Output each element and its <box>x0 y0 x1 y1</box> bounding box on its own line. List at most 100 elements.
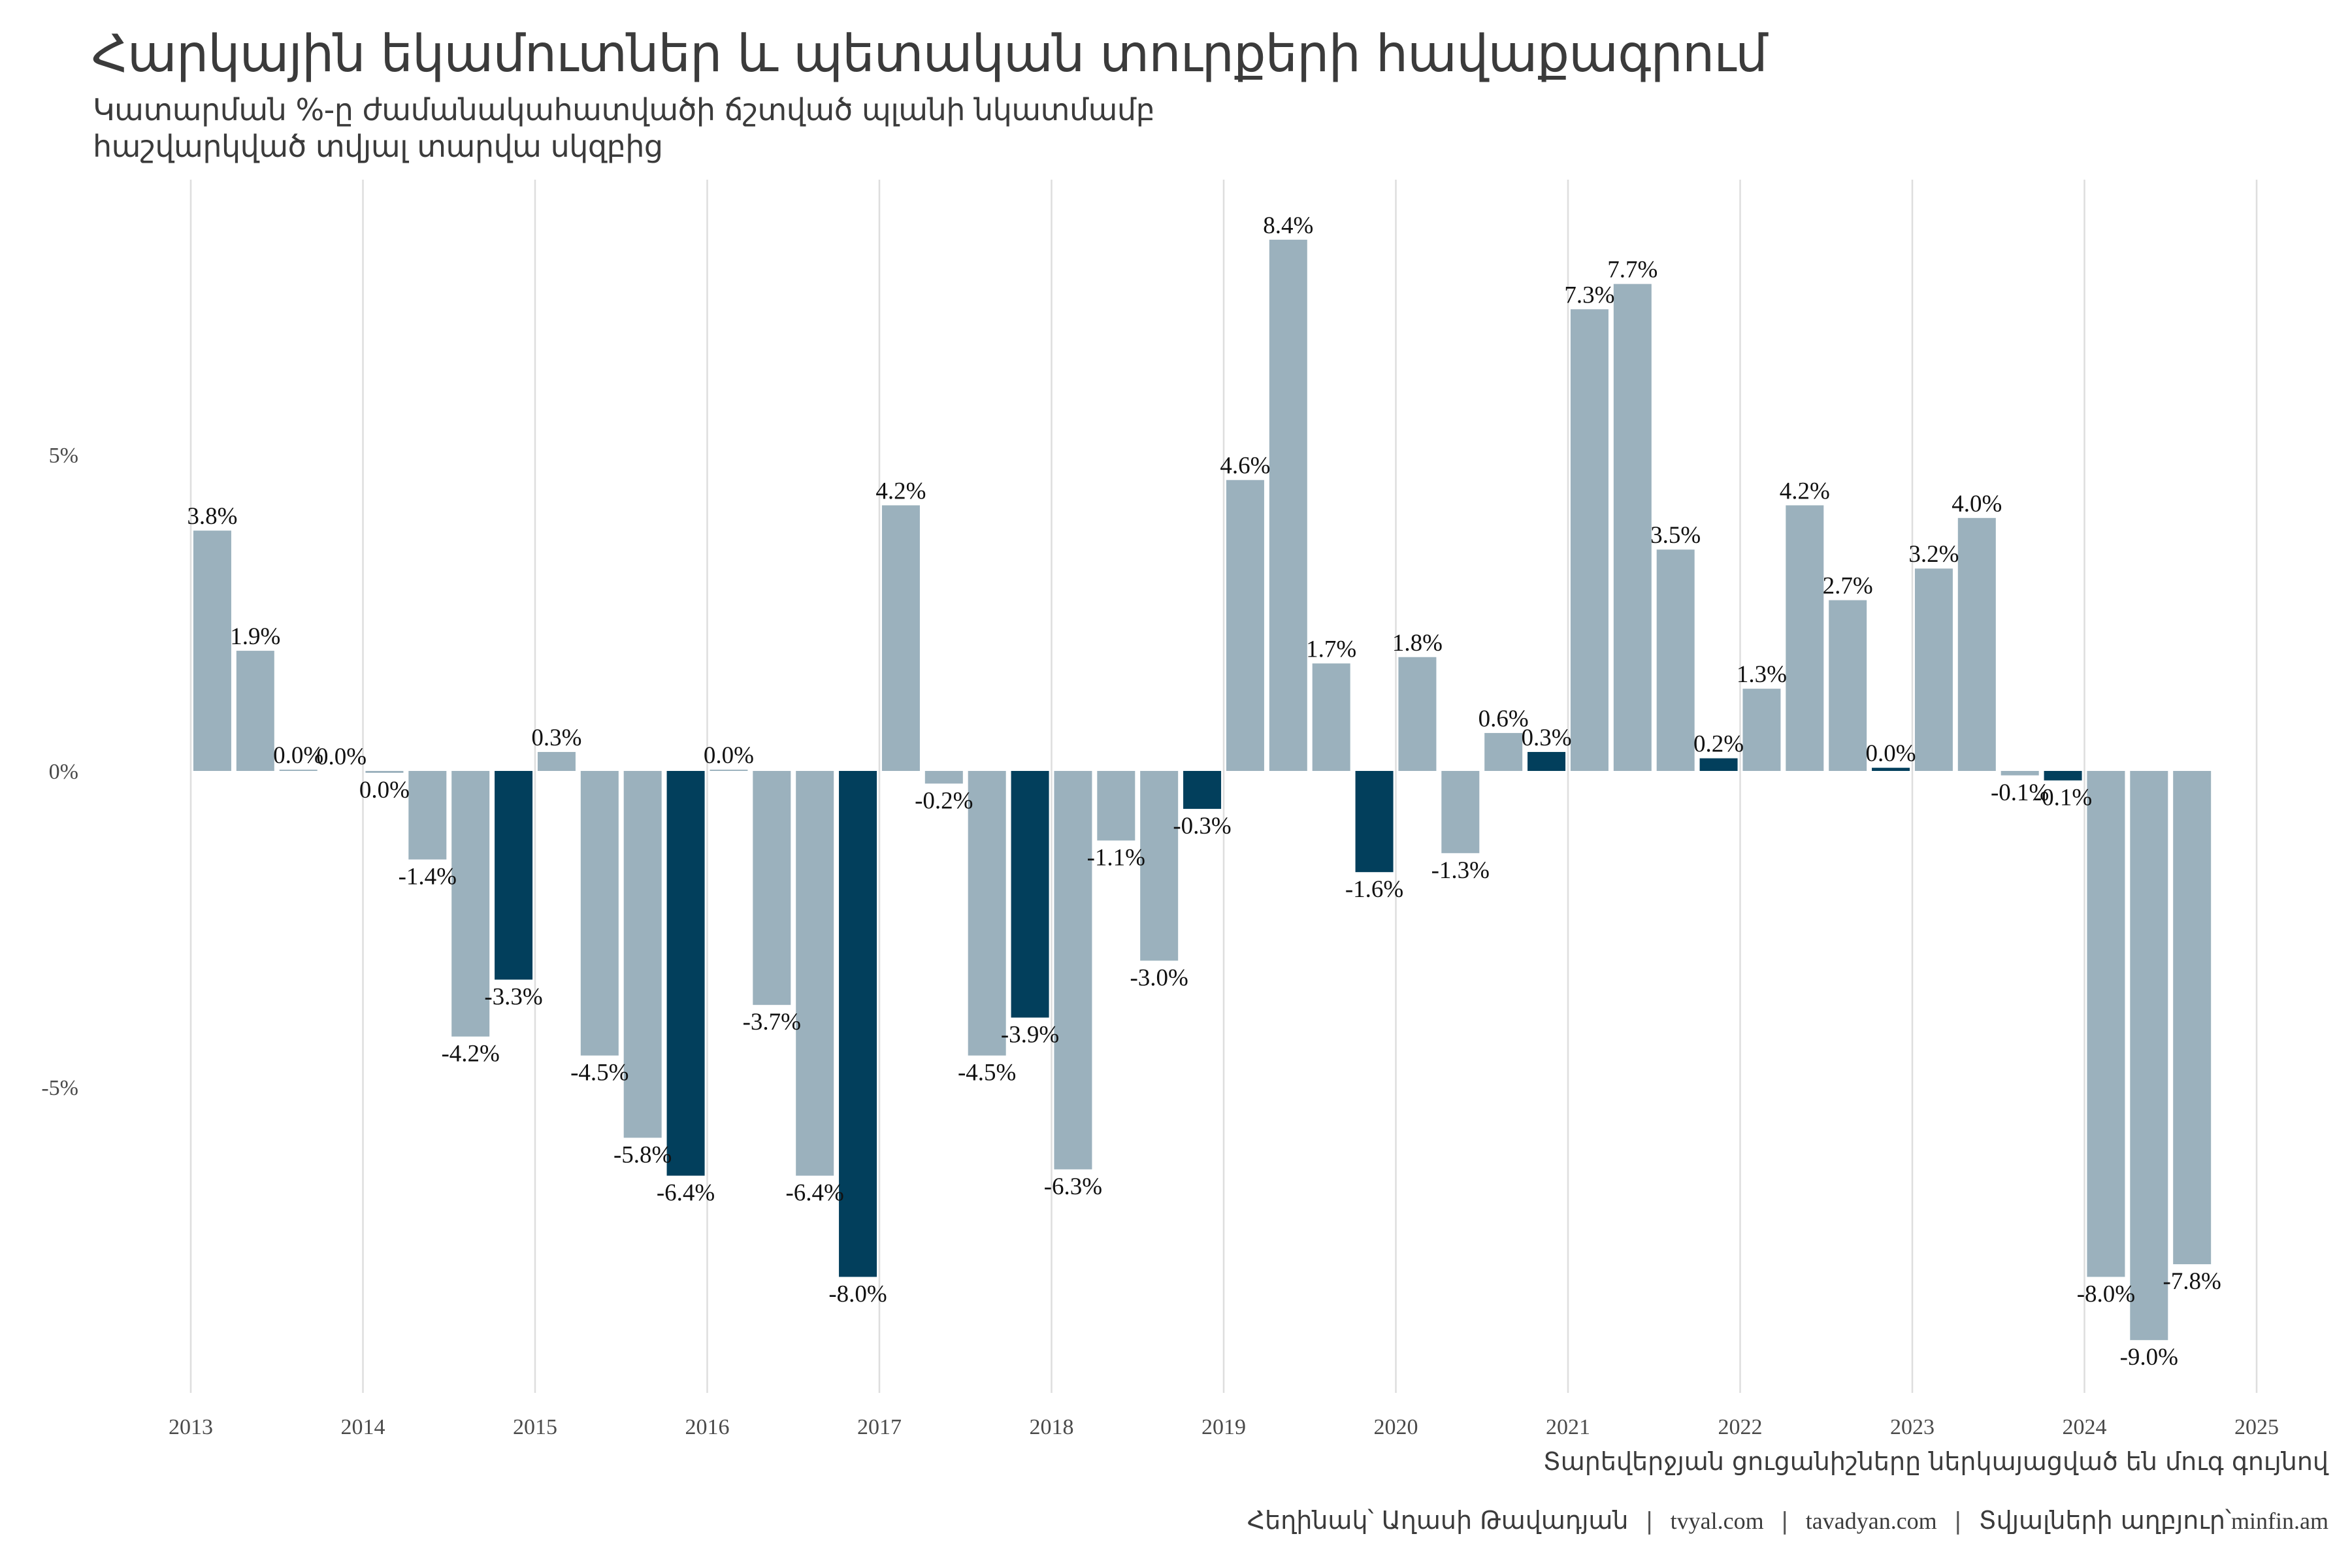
data-label-2016Q2: -3.7% <box>743 1009 801 1036</box>
x-tick-label: 2020 <box>1374 1415 1418 1439</box>
x-tick-label: 2019 <box>1201 1415 1246 1439</box>
footer-author: Հեղինակ՝ Աղասի Թավադյան <box>1247 1506 1629 1535</box>
bar-2014Q3 <box>451 771 490 1037</box>
data-label-2020Q4: 0.3% <box>1522 725 1572 751</box>
footer-source-value: minfin.am <box>2231 1508 2328 1534</box>
data-label-2023Q1: 3.2% <box>1908 541 1959 568</box>
bar-2016Q4 <box>839 771 877 1277</box>
bar-2023Q1 <box>1914 568 1953 771</box>
footer-source-label: Տվյալների աղբյուր՝ <box>1978 1506 2232 1535</box>
data-label-2023Q4: -0.1% <box>2034 785 2092 811</box>
y-tick-label: -5% <box>41 1076 78 1100</box>
data-label-2022Q4: 0.0% <box>1866 740 1916 767</box>
data-label-2021Q3: 3.5% <box>1650 522 1701 549</box>
bar-2019Q2 <box>1269 239 1307 771</box>
y-tick-label: 0% <box>49 760 78 784</box>
chart-subtitle: Կատարման %-ը ժամանակահատվածի ճշտված պլան… <box>93 91 1155 165</box>
data-label-2014Q1: 0.0% <box>359 777 410 804</box>
bar-2019Q4 <box>1355 771 1394 872</box>
data-label-2019Q2: 8.4% <box>1263 212 1313 239</box>
data-label-2020Q1: 1.8% <box>1392 630 1443 657</box>
chart-caption: Տարեվերջյան ցուցանիշները ներկայացված են … <box>1543 1447 2328 1476</box>
bar-2013Q1 <box>193 531 231 771</box>
data-label-2017Q3: -4.5% <box>958 1060 1016 1086</box>
data-label-2023Q3: -0.1% <box>1991 779 2049 806</box>
x-tick-label: 2025 <box>2234 1415 2279 1439</box>
bar-2020Q2 <box>1441 771 1480 853</box>
data-label-2021Q1: 7.3% <box>1564 282 1614 308</box>
bar-2021Q1 <box>1570 309 1609 771</box>
data-label-2015Q2: -4.5% <box>570 1060 629 1086</box>
bars <box>193 239 2212 1341</box>
x-tick-label: 2017 <box>857 1415 902 1439</box>
data-label-2014Q4: -3.3% <box>484 983 542 1010</box>
data-label-2022Q1: 1.3% <box>1737 661 1787 688</box>
chart-title: Հարկային եկամուտներ և պետական տուրքերի հ… <box>91 25 1768 84</box>
data-label-2022Q2: 4.2% <box>1780 478 1830 504</box>
data-label-2016Q3: -6.4% <box>785 1180 843 1207</box>
bar-2018Q2 <box>1097 771 1135 841</box>
data-label-2019Q1: 4.6% <box>1220 453 1270 480</box>
data-label-2013Q3: 0.0% <box>273 742 323 769</box>
footer-link-tavadyan[interactable]: tavadyan.com <box>1805 1508 1937 1534</box>
y-tick-label: 5% <box>49 444 78 468</box>
x-tick-label: 2021 <box>1546 1415 1590 1439</box>
y-axis: 5% 0% -5% <box>41 444 78 1100</box>
data-label-2015Q1: 0.3% <box>531 725 581 751</box>
data-label-2015Q4: -6.4% <box>657 1180 715 1207</box>
bar-2022Q2 <box>1786 505 1824 771</box>
bar-2020Q3 <box>1484 732 1523 771</box>
data-label-2017Q4: -3.9% <box>1001 1022 1059 1049</box>
data-label-2020Q2: -1.3% <box>1431 857 1490 884</box>
bar-2023Q2 <box>1957 517 1996 771</box>
bar-2021Q2 <box>1613 284 1652 771</box>
bar-2015Q4 <box>666 771 705 1176</box>
bar-2019Q1 <box>1226 480 1264 771</box>
data-label-2013Q4: 0.0% <box>316 743 367 770</box>
data-label-2014Q3: -4.2% <box>441 1041 499 1068</box>
bar-2016Q2 <box>753 771 791 1005</box>
bar-2014Q4 <box>495 771 533 980</box>
data-label-2021Q4: 0.2% <box>1693 731 1744 758</box>
bar-2013Q3 <box>279 770 318 771</box>
x-tick-label: 2018 <box>1030 1415 1074 1439</box>
footer-source: Տվյալների աղբյուր՝minfin.am <box>1979 1506 2328 1535</box>
bar-2024Q1 <box>2087 771 2125 1277</box>
bar-2021Q3 <box>1656 549 1695 771</box>
bar-2024Q3 <box>2173 771 2212 1265</box>
data-label-2018Q4: -0.3% <box>1173 813 1231 840</box>
footer-separator: | <box>1953 1508 1962 1535</box>
bar-2017Q1 <box>881 505 920 771</box>
x-axis: 2013 2014 2015 2016 2017 2018 2019 2020 2021 2022… <box>169 1415 2279 1439</box>
data-label-2024Q2: -9.0% <box>2120 1344 2178 1371</box>
bar-2013Q2 <box>236 651 274 771</box>
data-label-2017Q2: -0.2% <box>915 787 973 814</box>
bar-2017Q3 <box>968 771 1006 1056</box>
data-label-2018Q3: -3.0% <box>1130 964 1188 991</box>
data-label-2023Q2: 4.0% <box>1952 491 2002 517</box>
x-tick-label: 2013 <box>169 1415 213 1439</box>
footer-separator: | <box>1780 1508 1789 1535</box>
data-label-2014Q2: -1.4% <box>399 864 457 890</box>
data-label-2019Q4: -1.6% <box>1345 876 1403 903</box>
x-tick-label: 2014 <box>341 1415 385 1439</box>
bar-2015Q1 <box>537 751 576 771</box>
bar-2018Q3 <box>1140 771 1179 961</box>
bar-2014Q1 <box>365 771 404 773</box>
data-label-2019Q3: 1.7% <box>1306 636 1356 662</box>
data-label-2018Q2: -1.1% <box>1087 844 1145 871</box>
bar-2018Q4 <box>1183 771 1222 809</box>
data-label-2020Q3: 0.6% <box>1478 706 1529 732</box>
data-label-2024Q3: -7.8% <box>2163 1268 2221 1295</box>
bar-2015Q2 <box>580 771 619 1056</box>
bar-2017Q4 <box>1011 771 1049 1018</box>
data-label-2016Q1: 0.0% <box>704 742 754 769</box>
bar-2017Q2 <box>924 771 963 784</box>
footer-link-tvyal[interactable]: tvyal.com <box>1670 1508 1764 1534</box>
bar-2024Q2 <box>2130 771 2168 1341</box>
data-labels: 3.8%1.9%0.0%0.0%0.0%-1.4%-4.2%-3.3%0.3%-… <box>187 212 2221 1371</box>
bar-2016Q3 <box>796 771 834 1176</box>
x-tick-label: 2022 <box>1718 1415 1763 1439</box>
bar-2019Q3 <box>1312 663 1350 771</box>
bar-2023Q4 <box>2044 771 2082 781</box>
